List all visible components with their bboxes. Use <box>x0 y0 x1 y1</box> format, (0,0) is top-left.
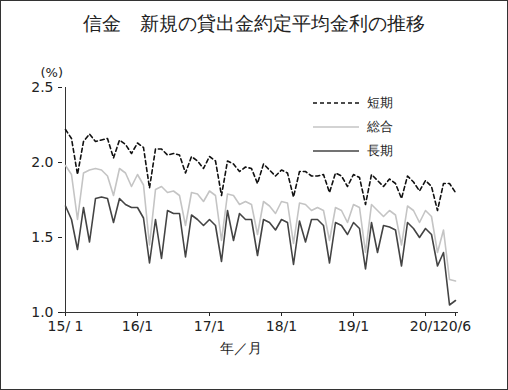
svg-text:16/1: 16/1 <box>122 318 153 334</box>
svg-text:1.5: 1.5 <box>31 229 53 245</box>
svg-text:20/1: 20/1 <box>410 318 441 334</box>
svg-text:19/1: 19/1 <box>338 318 369 334</box>
html-text:信金 新規の貸出金約定平均金利の推移: 信金 新規の貸出金約定平均金利の推移 <box>83 12 425 34</box>
html-text:総合: 総合 <box>367 119 393 134</box>
svg-text:18/1: 18/1 <box>266 318 297 334</box>
svg-text:17/1: 17/1 <box>194 318 225 334</box>
svg-text:2.0: 2.0 <box>31 154 53 170</box>
svg-text:20/6: 20/6 <box>440 318 472 334</box>
html-text:長期: 長期 <box>367 143 393 158</box>
svg-text:15/ 1: 15/ 1 <box>48 318 84 334</box>
svg-text:1.0: 1.0 <box>31 304 54 320</box>
html-text:短期: 短期 <box>367 95 393 110</box>
svg-text:2.5: 2.5 <box>31 79 53 95</box>
svg-text:年／月: 年／月 <box>220 340 262 356</box>
svg-text:(%): (%) <box>41 65 64 80</box>
